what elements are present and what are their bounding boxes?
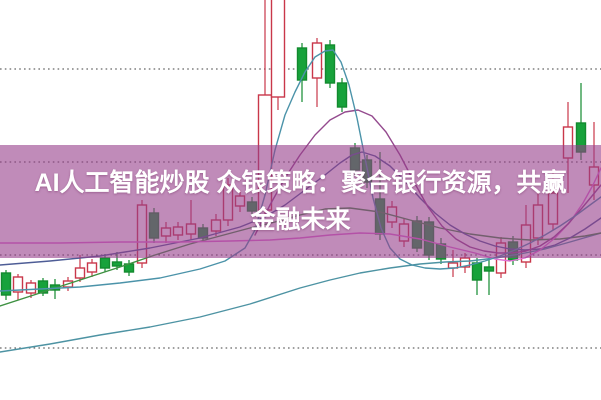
- candle-body-down: [336, 82, 348, 108]
- headline-text-line1: AI人工智能炒股 众银策略：聚合银行资源，共赢: [34, 169, 567, 197]
- candle-body-down: [471, 262, 483, 281]
- candle-body-up: [311, 42, 323, 79]
- candle-body-down: [0, 272, 12, 296]
- candle-body-up: [86, 262, 98, 273]
- candle-body-up: [270, 0, 286, 98]
- candle-body-up: [12, 276, 24, 293]
- candle-body-down: [296, 47, 308, 81]
- candle-body-up: [25, 282, 37, 294]
- candle-body-down: [37, 280, 49, 294]
- headline-banner: AI人工智能炒股 众银策略：聚合银行资源，共赢 金融未来: [0, 145, 601, 258]
- candle-body-up: [459, 257, 471, 268]
- candle-body-down: [99, 257, 111, 269]
- candle-body-up: [74, 267, 86, 279]
- candle-body-down: [483, 266, 495, 272]
- candle-body-down: [324, 44, 336, 84]
- headline-text-line2: 金融未来: [250, 206, 351, 234]
- candle-body-down: [111, 261, 123, 267]
